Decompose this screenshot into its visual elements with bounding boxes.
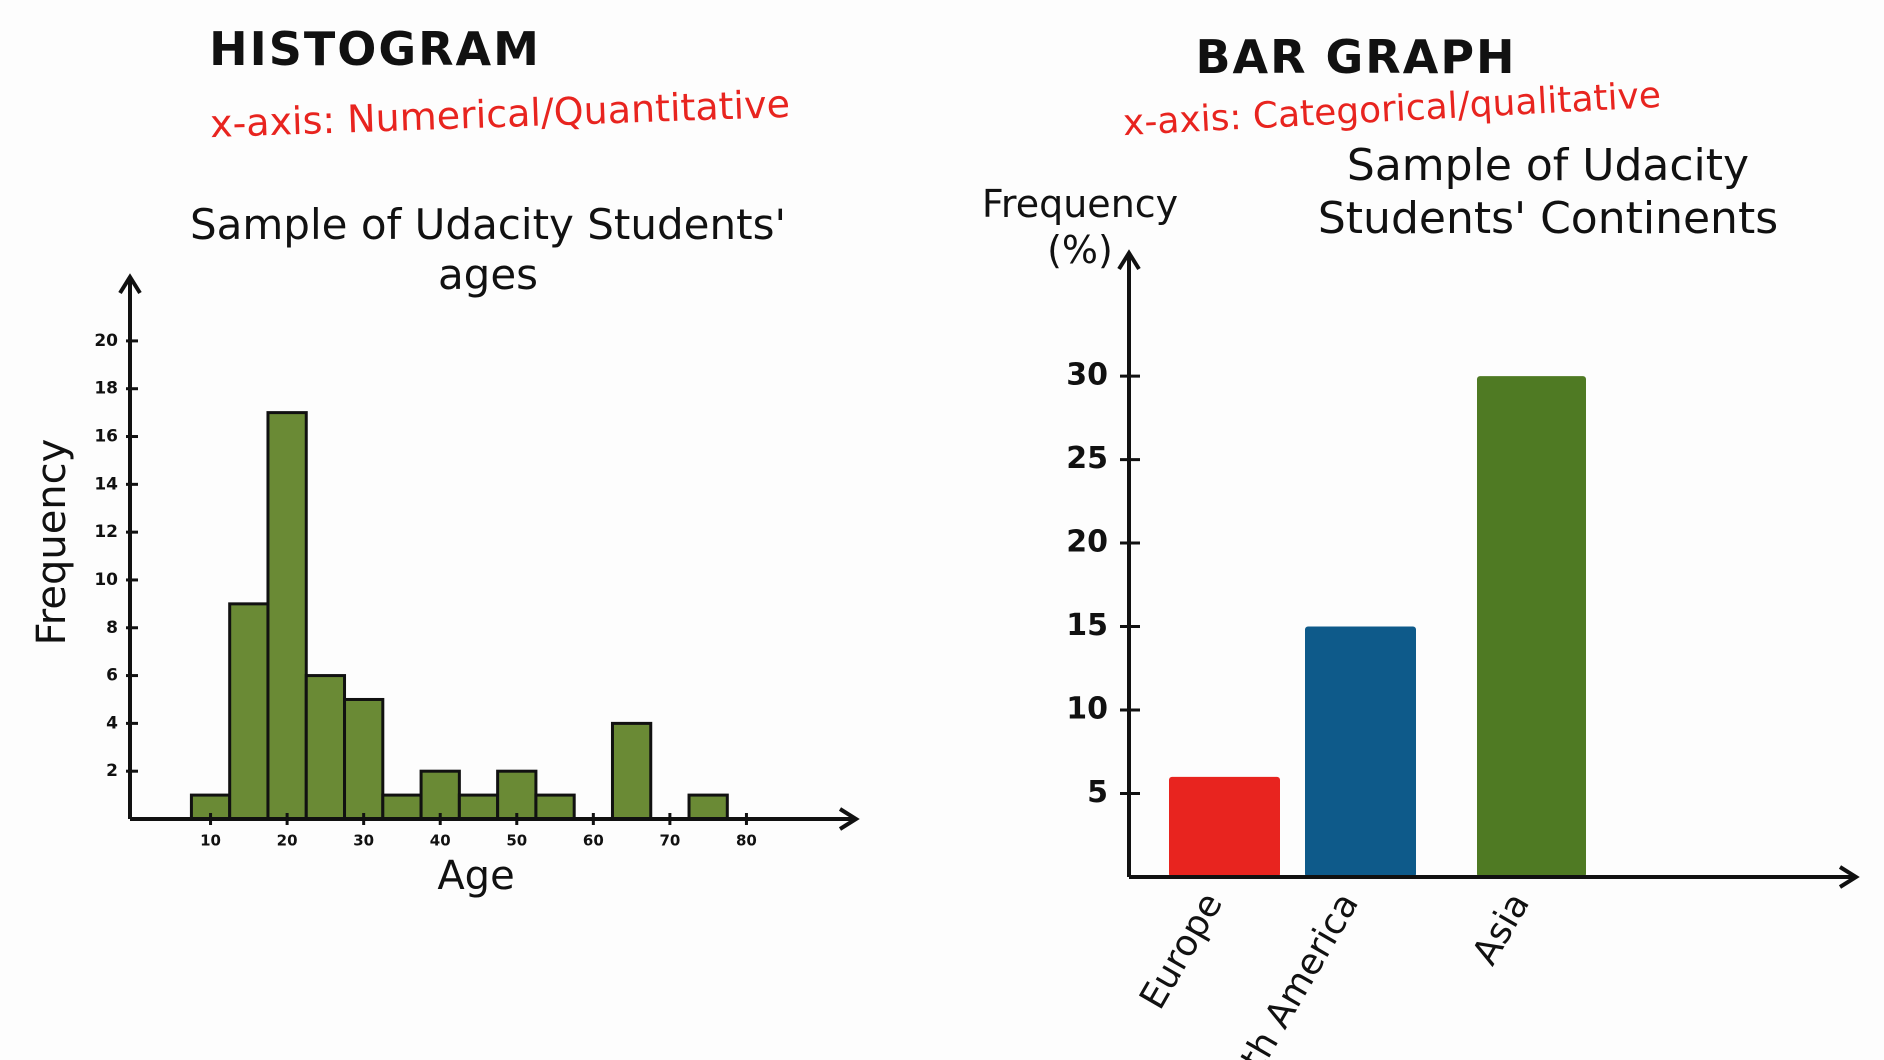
axis-arrow — [1117, 249, 1141, 271]
y-tick-label: 20 — [1066, 525, 1108, 560]
bar — [266, 411, 308, 821]
chart-title: Sample of Udacity Students' Continents — [1317, 140, 1779, 244]
y-tick-label: 12 — [94, 522, 118, 542]
x-tick-label: Europe — [1132, 886, 1231, 1016]
x-tick-label: 40 — [430, 832, 451, 850]
y-axis-label: Frequency — [29, 439, 75, 646]
x-tick-label: 30 — [353, 832, 374, 850]
y-tick-label: 18 — [94, 379, 118, 399]
bar — [534, 793, 576, 821]
bar — [304, 674, 347, 821]
bar — [228, 602, 270, 821]
y-tick-label: 4 — [106, 713, 118, 733]
y-tick-label: 14 — [94, 474, 118, 494]
bar — [1477, 376, 1586, 877]
header: BAR GRAPH — [1195, 30, 1517, 84]
bar — [496, 769, 538, 821]
bar — [343, 697, 385, 821]
bar — [687, 793, 729, 821]
header: HISTOGRAM — [209, 22, 541, 76]
axis-arrow — [1838, 865, 1860, 889]
y-tick-label: 8 — [106, 618, 118, 638]
x-axis-label: Age — [437, 853, 514, 899]
y-tick-label: 16 — [94, 427, 118, 447]
x-tick-label: 70 — [659, 832, 680, 850]
y-axis-label: Frequency (%) — [981, 182, 1179, 272]
y-tick-label: 6 — [106, 666, 118, 686]
y-tick-label: 10 — [94, 570, 118, 590]
y-tick-label: 30 — [1066, 358, 1108, 393]
y-tick-label: 25 — [1066, 441, 1108, 476]
bar — [610, 721, 653, 821]
bar — [457, 793, 500, 821]
y-tick-label: 15 — [1066, 608, 1108, 643]
x-tick-label: 10 — [200, 832, 221, 850]
x-tick-label: 50 — [506, 832, 527, 850]
axis-arrow — [838, 807, 860, 831]
bar — [381, 793, 423, 821]
y-tick-label: 10 — [1066, 692, 1108, 727]
y-tick-label: 5 — [1087, 775, 1108, 810]
x-tick-label: Asia — [1465, 886, 1538, 972]
bar — [1169, 776, 1280, 877]
chart-title: Sample of Udacity Students' ages — [190, 200, 786, 300]
y-tick-label: 20 — [94, 331, 118, 351]
x-tick-label: 80 — [736, 832, 757, 850]
bar — [419, 769, 461, 821]
x-tick-label: 20 — [277, 832, 298, 850]
y-tick-label: 2 — [106, 761, 118, 781]
x-tick-label: 60 — [583, 832, 604, 850]
axis-arrow — [118, 273, 142, 295]
bar — [1305, 626, 1416, 877]
